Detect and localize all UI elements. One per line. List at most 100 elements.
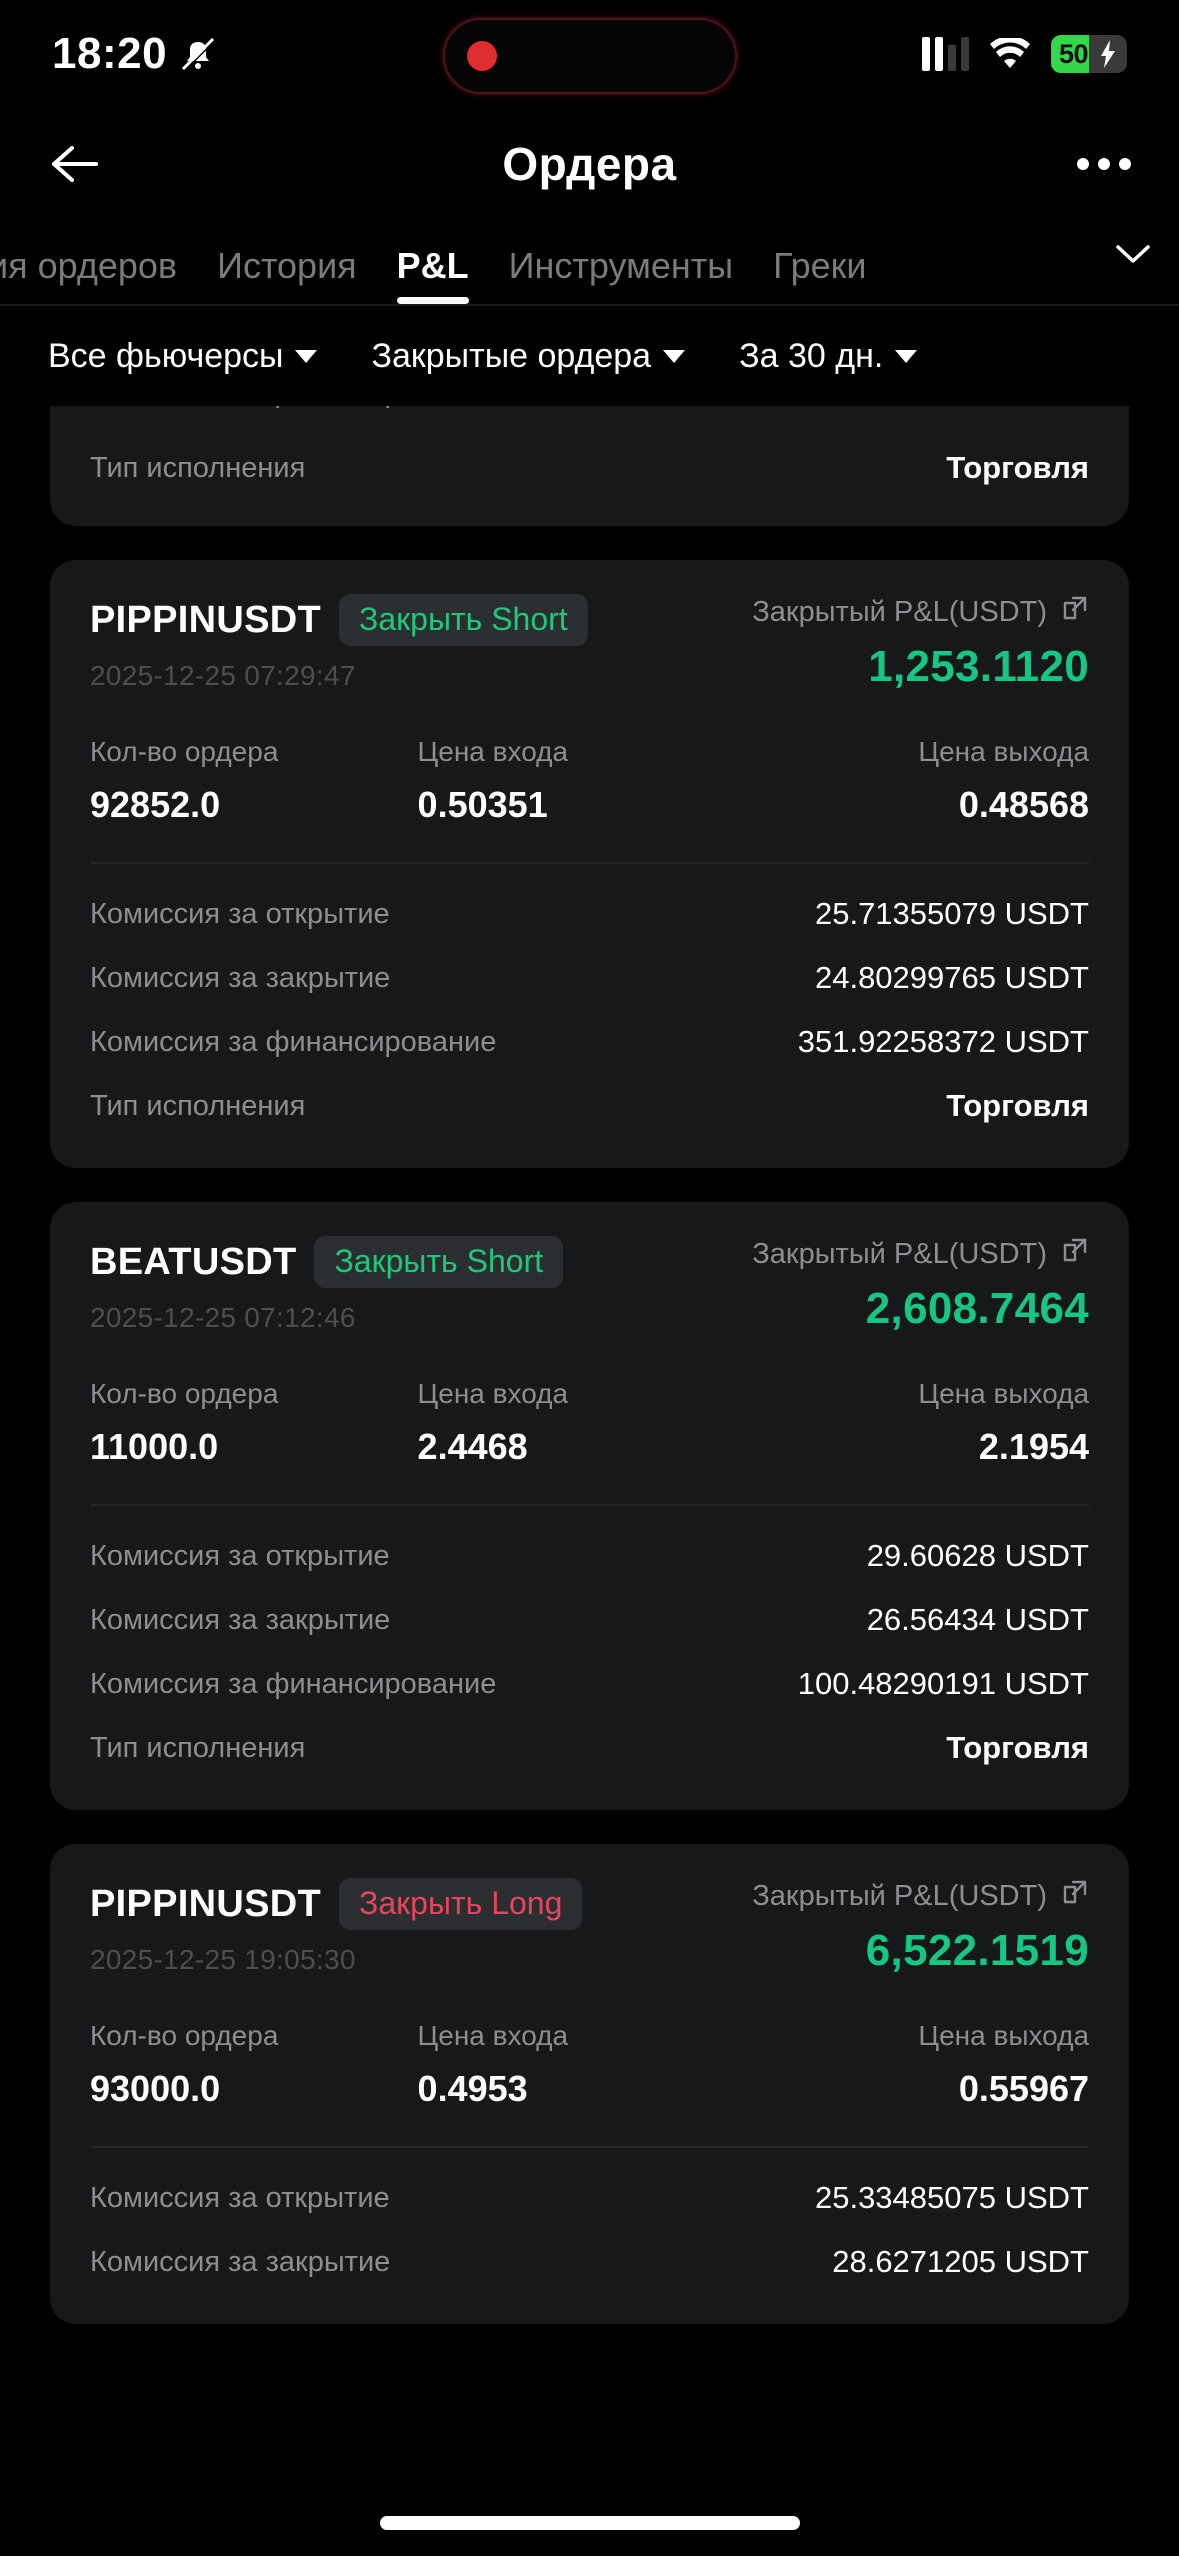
pnl-label: Закрытый P&L(USDT)	[752, 1237, 1047, 1270]
stat-qty-label: Кол-во ордера	[90, 1378, 279, 1409]
tab-pnl[interactable]: P&L	[396, 248, 469, 304]
row-open-fee-label: Комиссия за открытие	[90, 2181, 390, 2214]
more-dot	[1119, 158, 1131, 170]
order-card[interactable]: PIPPINUSDT Закрыть Short 2025-12-25 07:2…	[50, 560, 1129, 1168]
wifi-icon	[989, 36, 1031, 70]
stat-exit-price-value: 2.1954	[978, 1426, 1090, 1467]
row-close-fee-label: Комиссия за закрытие	[90, 1603, 391, 1636]
order-card-partial-top[interactable]: Комиссия за финансирование 390.10890990 …	[50, 406, 1129, 526]
more-dot	[1077, 158, 1089, 170]
row-close-fee-value: 24.80299765 USDT	[814, 960, 1089, 995]
caret-down-icon	[663, 349, 686, 363]
pnl-label-row[interactable]: Закрытый P&L(USDT)	[752, 1236, 1089, 1272]
battery-charging-icon: 50	[1051, 35, 1127, 73]
row-close-fee: Комиссия за закрытие 26.56434 USDT	[90, 1588, 1089, 1652]
order-fee-rows: Комиссия за открытие 25.71355079 USDT Ко…	[90, 882, 1089, 1138]
order-timestamp: 2025-12-25 19:05:30	[90, 1944, 356, 1975]
arrow-left-icon	[52, 146, 98, 182]
back-button[interactable]	[48, 132, 112, 196]
row-funding-fee-value: 100.48290191 USDT	[797, 1666, 1089, 1701]
pnl-label: Закрытый P&L(USDT)	[752, 1879, 1047, 1912]
symbol-row: PIPPINUSDT Закрыть Long	[90, 1878, 583, 1930]
stat-exit-price-label: Цена выхода	[918, 1378, 1090, 1409]
pnl-label-row[interactable]: Закрытый P&L(USDT)	[752, 594, 1089, 630]
order-card[interactable]: BEATUSDT Закрыть Short 2025-12-25 07:12:…	[50, 1202, 1129, 1810]
stat-exit-price: Цена выхода 2.1954	[761, 1378, 1089, 1468]
stat-entry-price-label: Цена входа	[417, 2020, 569, 2051]
more-options-button[interactable]	[1077, 158, 1131, 170]
tab-scroll-container[interactable]: ория ордеров История P&L Инструменты Гре…	[0, 220, 1087, 304]
pnl-value: 6,522.1519	[865, 1926, 1089, 1975]
external-link-icon[interactable]	[1061, 1236, 1089, 1272]
tab-instruments[interactable]: Инструменты	[508, 245, 734, 286]
pnl-value: 1,253.1120	[868, 642, 1089, 691]
cellular-signal-icon	[922, 37, 969, 71]
row-exec-type: Тип исполнения Торговля	[90, 1074, 1089, 1138]
stat-qty-value: 92852.0	[90, 784, 221, 825]
symbol-row: PIPPINUSDT Закрыть Short	[90, 594, 588, 646]
order-stats: Кол-во ордера 93000.0 Цена входа 0.4953 …	[90, 2020, 1089, 2110]
row-close-fee-label: Комиссия за закрытие	[90, 2245, 391, 2278]
external-link-icon[interactable]	[1061, 594, 1089, 630]
stat-exit-price-value: 0.48568	[958, 784, 1090, 825]
row-exec-type: Тип исполнения Торговля	[90, 1716, 1089, 1780]
order-fee-rows: Комиссия за открытие 25.33485075 USDT Ко…	[90, 2166, 1089, 2294]
stat-entry-price: Цена входа 2.4468	[418, 1378, 762, 1468]
filter-order-status[interactable]: Закрытые ордера	[371, 337, 686, 376]
row-close-fee: Комиссия за закрытие 28.6271205 USDT	[90, 2230, 1089, 2294]
tab-greeks[interactable]: Греки	[773, 245, 867, 286]
order-symbol: PIPPINUSDT	[90, 598, 322, 641]
order-symbol: PIPPINUSDT	[90, 1882, 322, 1925]
dynamic-island-recording[interactable]	[442, 18, 737, 94]
stat-qty-value: 11000.0	[90, 1426, 219, 1467]
nav-bar: Ордера	[0, 108, 1179, 220]
order-card-header-right: Закрытый P&L(USDT) 1,253.1120	[752, 594, 1089, 692]
row-funding-fee: Комиссия за финансирование 351.92258372 …	[90, 1010, 1089, 1074]
order-card-header: BEATUSDT Закрыть Short 2025-12-25 07:12:…	[90, 1236, 1089, 1334]
tab-order-history-partial[interactable]: ория ордеров	[0, 245, 178, 286]
pnl-label: Закрытый P&L(USDT)	[752, 595, 1047, 628]
row-exec-type: Тип исполнения Торговля	[90, 436, 1089, 500]
stat-entry-price-value: 0.4953	[417, 2068, 528, 2109]
filter-date-range[interactable]: За 30 дн.	[739, 337, 918, 376]
order-timestamp: 2025-12-25 07:29:47	[90, 660, 356, 691]
order-card[interactable]: PIPPINUSDT Закрыть Long 2025-12-25 19:05…	[50, 1844, 1129, 2324]
order-fee-rows: Комиссия за открытие 29.60628 USDT Комис…	[90, 1524, 1089, 1780]
tab-bar-divider	[0, 304, 1179, 306]
stat-entry-price-value: 0.50351	[417, 784, 548, 825]
recording-dot-icon	[466, 41, 497, 71]
card-divider	[90, 862, 1089, 864]
status-bar-left: 18:20	[52, 29, 216, 79]
order-card-header-right: Закрытый P&L(USDT) 2,608.7464	[752, 1236, 1089, 1334]
order-stats: Кол-во ордера 11000.0 Цена входа 2.4468 …	[90, 1378, 1089, 1468]
tabs-expand-button[interactable]	[1087, 242, 1179, 282]
pnl-label-row[interactable]: Закрытый P&L(USDT)	[752, 1878, 1089, 1914]
stat-exit-price-label: Цена выхода	[918, 2020, 1090, 2051]
filter-contract-type[interactable]: Все фьючерсы	[48, 336, 318, 376]
order-card-header: PIPPINUSDT Закрыть Long 2025-12-25 19:05…	[90, 1878, 1089, 1976]
external-link-icon[interactable]	[1061, 1878, 1089, 1914]
stat-qty-label: Кол-во ордера	[90, 736, 279, 767]
card-divider	[90, 1504, 1089, 1506]
stat-exit-price-label: Цена выхода	[918, 736, 1090, 767]
home-indicator[interactable]	[379, 2516, 800, 2530]
more-dot	[1098, 158, 1110, 170]
order-timestamp: 2025-12-25 07:12:46	[90, 1302, 356, 1333]
order-list[interactable]: Комиссия за финансирование 390.10890990 …	[0, 406, 1179, 2556]
row-exec-type-label: Тип исполнения	[90, 1089, 306, 1122]
row-funding-fee: Комиссия за финансирование 100.48290191 …	[90, 1652, 1089, 1716]
status-bar-right: 50	[922, 35, 1127, 73]
chevron-down-icon	[1116, 245, 1150, 263]
stat-entry-price-value: 2.4468	[417, 1426, 528, 1467]
filter-contract-type-label: Все фьючерсы	[48, 336, 284, 375]
row-open-fee-label: Комиссия за открытие	[90, 1539, 390, 1572]
row-close-fee-value: 28.6271205 USDT	[832, 2244, 1089, 2279]
row-open-fee: Комиссия за открытие 25.71355079 USDT	[90, 882, 1089, 946]
row-open-fee-value: 25.71355079 USDT	[814, 896, 1089, 931]
row-close-fee: Комиссия за закрытие 24.80299765 USDT	[90, 946, 1089, 1010]
bell-off-icon	[181, 35, 216, 73]
stat-qty: Кол-во ордера 92852.0	[90, 736, 418, 826]
order-card-header-right: Закрытый P&L(USDT) 6,522.1519	[752, 1878, 1089, 1976]
tab-history[interactable]: История	[217, 245, 357, 286]
